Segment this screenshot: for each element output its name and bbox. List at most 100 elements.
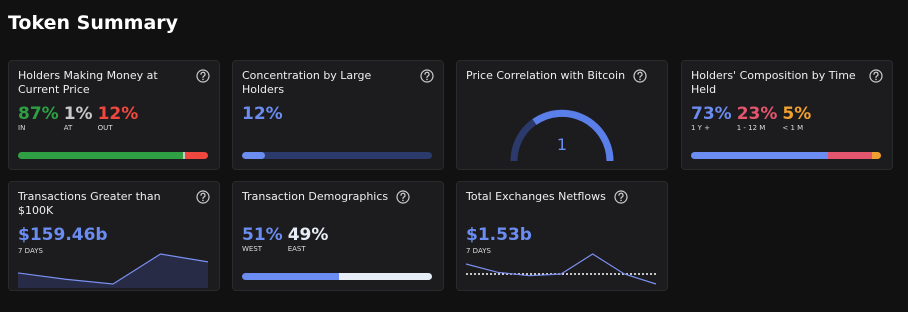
metric-value: 1% — [63, 104, 93, 124]
metric: 73% 1 Y + — [691, 104, 732, 133]
help-mark — [637, 71, 643, 79]
trend-value: $1.53b — [466, 225, 532, 245]
help-dot — [639, 78, 641, 81]
card: Holders' Composition by Time Held 73% 1 Y … — [681, 60, 893, 170]
card-header: Price Correlation with Bitcoin — [466, 69, 647, 83]
metrics: 73% 1 Y +23% 1 - 12 M 5% < 1 M — [691, 104, 816, 133]
bar-segment — [242, 152, 265, 159]
bar-segment — [185, 152, 208, 159]
metric: 5% < 1 M — [782, 104, 811, 133]
help-circle — [196, 69, 210, 83]
help-dot — [426, 78, 428, 81]
progress-bar — [18, 152, 208, 159]
help-icon — [420, 69, 434, 83]
progress-bar — [691, 152, 881, 159]
trend-value: $159.46b — [18, 225, 108, 245]
help-mark — [873, 71, 879, 79]
metric-caption: 1 Y + — [691, 124, 711, 132]
sparkline-line — [465, 253, 657, 285]
card-title: Transaction Demographics — [242, 190, 389, 203]
metric-caption: EAST — [287, 245, 306, 253]
bar-segment — [18, 152, 184, 159]
help-circle — [869, 69, 883, 83]
trend-period: 7 DAYS — [18, 247, 43, 255]
metric-value: 12% — [97, 104, 139, 124]
gauge-fill — [532, 109, 614, 162]
card: Transaction Demographics 51% WEST 49% EAST — [232, 181, 444, 291]
card-title: Concentration by Large Holders — [242, 69, 372, 96]
metric: 87% IN — [18, 104, 59, 133]
metrics: 51% WEST 49% EAST — [242, 225, 333, 254]
metric: 12% — [242, 104, 283, 124]
bar-segment — [691, 152, 829, 159]
metric-caption: 1 - 12 M — [736, 124, 766, 132]
help-circle — [614, 190, 628, 204]
metric-caption: AT — [63, 124, 73, 132]
help-dot — [402, 199, 404, 202]
help-circle — [633, 69, 647, 83]
help-circle — [396, 190, 410, 204]
card-title: Total Exchanges Netflows — [466, 190, 606, 203]
help-dot — [202, 78, 204, 81]
gauge: 1 — [510, 109, 614, 162]
metric-caption: IN — [18, 124, 26, 132]
help-icon — [396, 190, 410, 204]
card: Price Correlation with Bitcoin 1 — [456, 60, 668, 170]
progress-bar — [242, 152, 432, 159]
metric-caption: < 1 M — [782, 124, 804, 132]
page-title: Token Summary — [8, 12, 179, 34]
help-dot — [875, 78, 877, 81]
card-title: Holders' Composition by Time Held — [691, 69, 856, 96]
card-header: Total Exchanges Netflows — [466, 190, 628, 204]
metric-value: 49% — [287, 225, 329, 245]
sparkline-line — [17, 253, 209, 285]
card-header: Holders Making Money at Current Price — [18, 69, 210, 97]
metrics: 87% IN 1% AT 12% OUT — [18, 104, 143, 133]
card: Total Exchanges Netflows $1.53b 7 DAYS — [456, 181, 668, 291]
metric-value: 73% — [691, 104, 732, 124]
card-header: Transactions Greater than $100K — [18, 190, 210, 218]
card-title: Transactions Greater than $100K — [18, 190, 161, 217]
help-mark — [200, 71, 206, 79]
help-icon — [196, 69, 210, 83]
card-header: Holders' Composition by Time Held — [691, 69, 883, 97]
sparkline — [465, 253, 657, 285]
metric-caption: WEST — [242, 245, 263, 253]
progress-bar — [242, 273, 432, 280]
help-mark — [200, 192, 206, 200]
metric-value: 12% — [242, 104, 283, 124]
card-title: Holders Making Money at Current Price — [18, 69, 158, 96]
metric-value: 23% — [736, 104, 778, 124]
help-mark — [400, 192, 406, 200]
trend-period: 7 DAYS — [466, 247, 491, 255]
bar-segment — [183, 152, 186, 159]
gauge-value: 1 — [557, 135, 567, 154]
help-icon — [196, 190, 210, 204]
metric: 49% EAST — [288, 225, 329, 254]
help-dot — [202, 199, 204, 202]
card: Concentration by Large Holders 12% — [232, 60, 444, 170]
metric-value: 5% — [782, 104, 812, 124]
sparkline — [17, 253, 209, 288]
help-circle — [196, 190, 210, 204]
bar-segment — [338, 273, 432, 280]
help-icon — [614, 190, 628, 204]
bar-segment — [871, 152, 881, 159]
metrics: 12% — [242, 104, 288, 124]
help-mark — [618, 192, 624, 200]
metric: 12% OUT — [98, 104, 139, 133]
bar-segment — [242, 273, 339, 280]
card-header: Transaction Demographics — [242, 190, 410, 204]
bar-segment — [828, 152, 872, 159]
help-circle — [420, 69, 434, 83]
metric-caption: OUT — [97, 124, 113, 132]
help-icon — [869, 69, 883, 83]
metric: 51% WEST — [242, 225, 283, 254]
metric-value: 87% — [18, 104, 59, 124]
card-header: Concentration by Large Holders — [242, 69, 434, 97]
help-icon — [633, 69, 647, 83]
sparkline-area — [18, 254, 208, 288]
card: Transactions Greater than $100K $159.46b 7… — [8, 181, 220, 291]
help-dot — [620, 199, 622, 202]
metric-value: 51% — [242, 225, 283, 245]
